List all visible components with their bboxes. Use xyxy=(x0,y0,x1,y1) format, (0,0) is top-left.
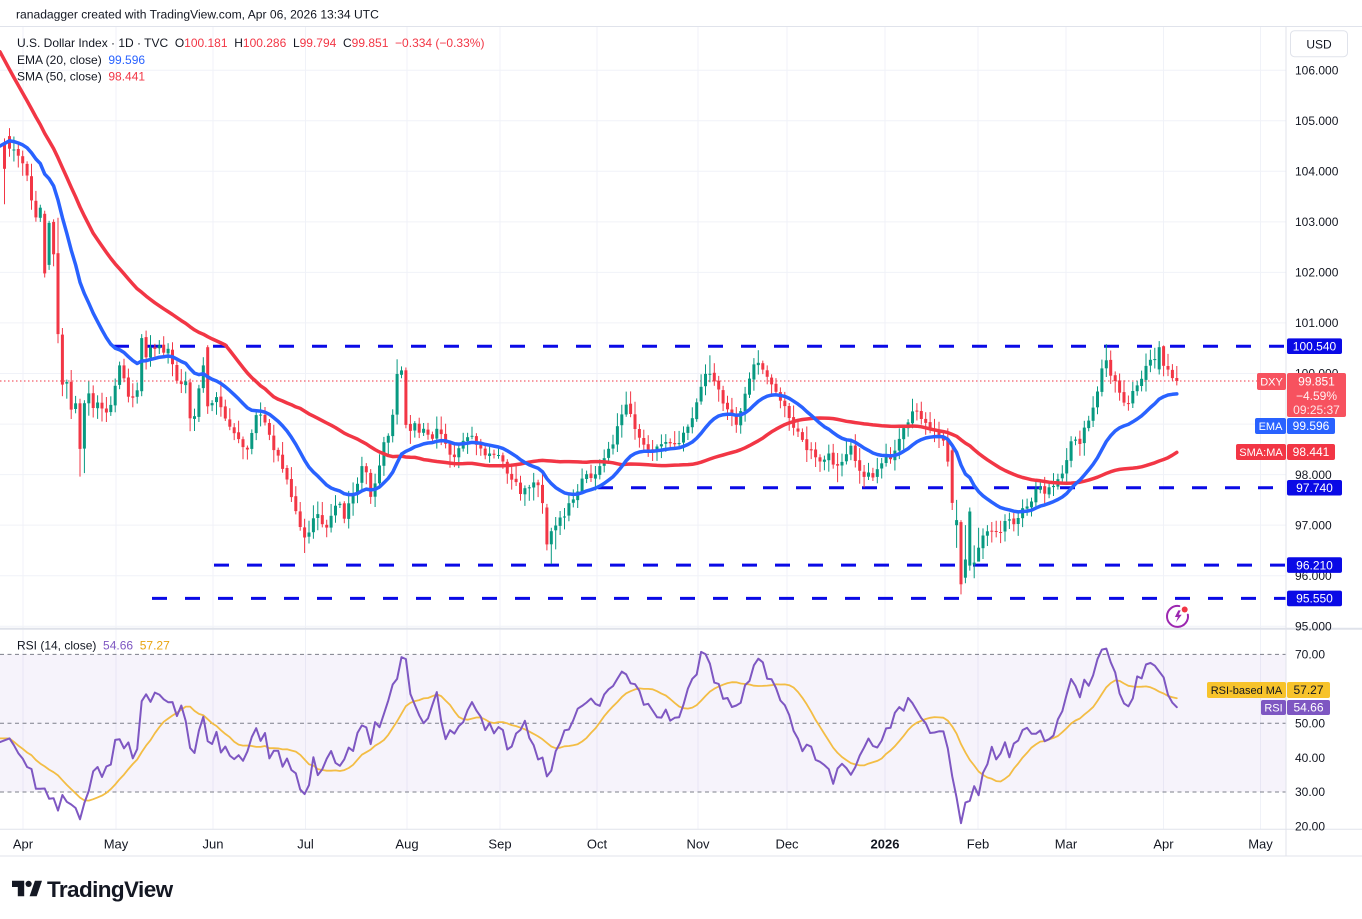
svg-text:RSI-based MA: RSI-based MA xyxy=(1211,685,1283,697)
svg-text:DXY: DXY xyxy=(1260,377,1283,389)
svg-text:57.27: 57.27 xyxy=(1293,683,1323,697)
svg-text:70.00: 70.00 xyxy=(1295,648,1325,662)
svg-text:USD: USD xyxy=(1306,37,1332,51)
svg-text:EMA: EMA xyxy=(1259,421,1284,433)
svg-text:2026: 2026 xyxy=(871,837,900,852)
svg-text:40.00: 40.00 xyxy=(1295,751,1325,765)
svg-text:20.00: 20.00 xyxy=(1295,820,1325,834)
svg-text:30.00: 30.00 xyxy=(1295,785,1325,799)
svg-text:May: May xyxy=(1248,837,1273,852)
svg-text:U.S. Dollar Index · 1D · TVC: U.S. Dollar Index · 1D · TVC O100.181 H1… xyxy=(17,36,484,50)
svg-text:102.000: 102.000 xyxy=(1295,266,1339,280)
svg-text:SMA (50, close) 98.441: SMA (50, close) 98.441 xyxy=(17,70,145,84)
svg-text:May: May xyxy=(104,837,129,852)
svg-text:99.596: 99.596 xyxy=(1293,419,1330,433)
svg-text:Sep: Sep xyxy=(488,837,511,852)
svg-text:96.210: 96.210 xyxy=(1296,558,1333,572)
svg-text:106.000: 106.000 xyxy=(1295,63,1339,77)
svg-text:TradingView: TradingView xyxy=(47,877,174,902)
svg-text:98.441: 98.441 xyxy=(1293,445,1330,459)
svg-text:104.000: 104.000 xyxy=(1295,165,1339,179)
svg-text:Jul: Jul xyxy=(297,837,314,852)
svg-text:Apr: Apr xyxy=(1153,837,1174,852)
svg-text:Oct: Oct xyxy=(587,837,608,852)
svg-text:Dec: Dec xyxy=(775,837,799,852)
svg-text:54.66: 54.66 xyxy=(1293,701,1323,715)
svg-text:ranadagger created with Tradin: ranadagger created with TradingView.com,… xyxy=(16,8,379,22)
svg-text:97.740: 97.740 xyxy=(1296,481,1333,495)
svg-text:RSI (14, close) 54.66 57.27: RSI (14, close) 54.66 57.27 xyxy=(17,639,170,653)
svg-text:Apr: Apr xyxy=(13,837,34,852)
svg-text:105.000: 105.000 xyxy=(1295,114,1339,128)
svg-text:95.550: 95.550 xyxy=(1296,592,1333,606)
svg-text:SMA:MA: SMA:MA xyxy=(1239,447,1283,459)
svg-text:97.000: 97.000 xyxy=(1295,518,1332,532)
svg-text:Nov: Nov xyxy=(686,837,710,852)
svg-text:Jun: Jun xyxy=(203,837,224,852)
svg-text:09:25:37: 09:25:37 xyxy=(1293,403,1340,417)
svg-text:−4.59%: −4.59% xyxy=(1296,389,1337,403)
svg-text:RSI: RSI xyxy=(1264,703,1282,715)
svg-text:50.00: 50.00 xyxy=(1295,716,1325,730)
svg-text:Mar: Mar xyxy=(1055,837,1078,852)
svg-text:Aug: Aug xyxy=(395,837,418,852)
svg-text:Feb: Feb xyxy=(967,837,989,852)
svg-text:101.000: 101.000 xyxy=(1295,316,1339,330)
svg-text:EMA (20, close) 99.596: EMA (20, close) 99.596 xyxy=(17,53,145,67)
svg-text:95.000: 95.000 xyxy=(1295,620,1332,634)
svg-text:100.540: 100.540 xyxy=(1293,339,1337,353)
svg-text:103.000: 103.000 xyxy=(1295,215,1339,229)
svg-text:98.000: 98.000 xyxy=(1295,468,1332,482)
svg-text:99.851: 99.851 xyxy=(1298,375,1335,389)
